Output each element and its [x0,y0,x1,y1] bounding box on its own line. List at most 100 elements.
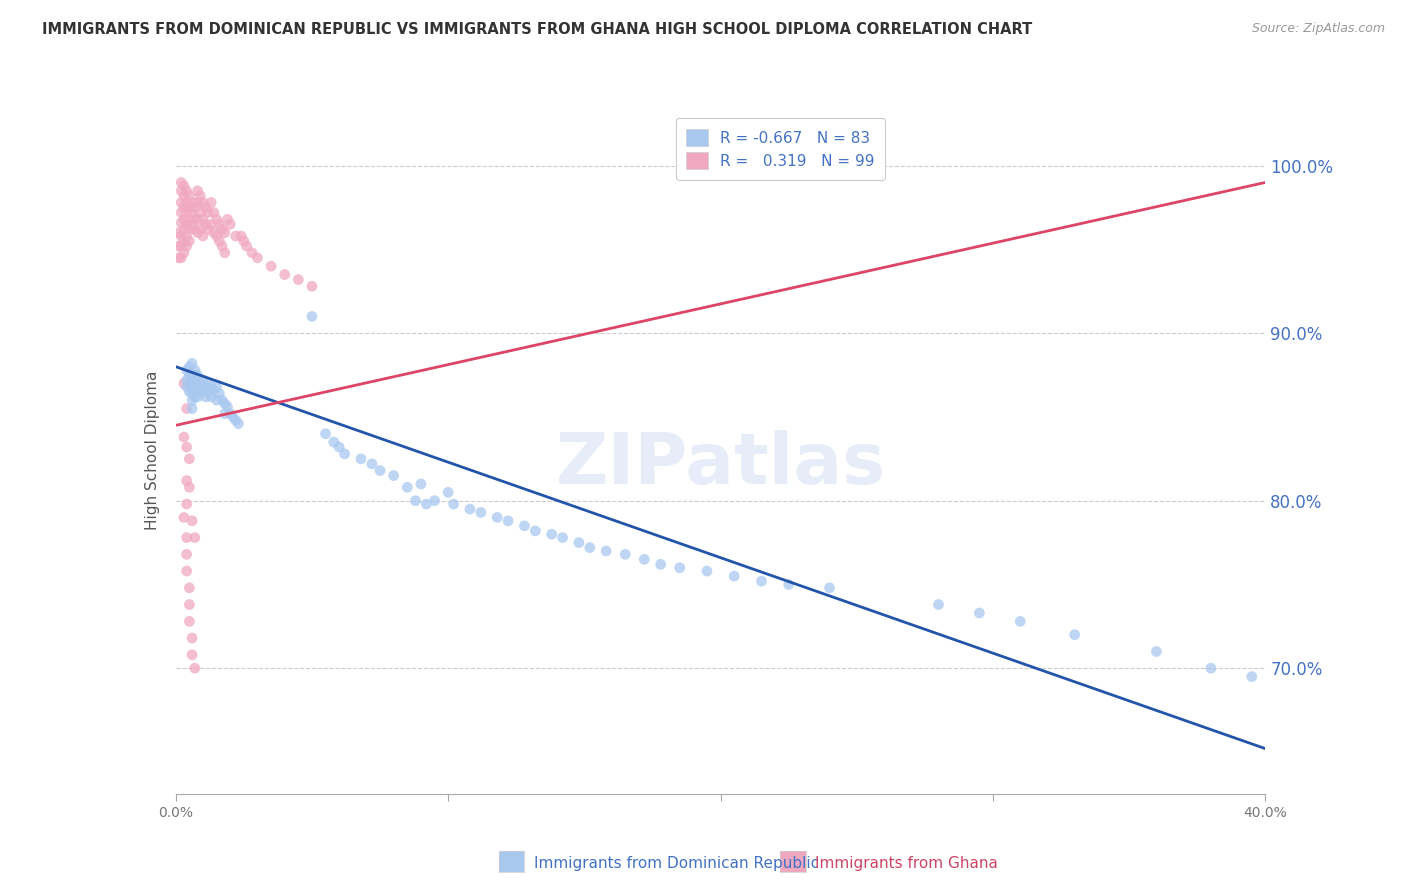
Point [191,373,214,387]
Point [214,407,236,421]
Point [176,217,198,231]
Point [186,195,209,210]
Point [211,393,233,408]
Point [723,569,745,583]
Point [191,212,214,227]
Point [186,380,209,394]
Point [179,201,201,215]
Point [184,390,207,404]
Point [179,234,201,248]
Point [205,212,228,227]
Point [1144,644,1167,658]
Point [194,201,217,215]
Point [333,447,356,461]
Point [778,577,800,591]
Point [184,363,207,377]
Point [396,480,419,494]
Point [214,245,236,260]
Point [176,229,198,244]
Point [179,615,201,629]
Point [176,440,198,454]
Point [194,390,217,404]
Point [1240,670,1263,684]
Point [179,222,201,236]
Point [176,401,198,416]
Point [1010,615,1032,629]
Point [214,226,236,240]
Point [170,251,193,265]
Text: ZIPatlas: ZIPatlas [555,430,886,499]
Point [181,401,204,416]
Point [240,245,263,260]
Point [176,531,198,545]
Point [181,195,204,210]
Point [179,359,201,374]
Point [202,383,225,397]
Point [167,251,190,265]
Point [437,485,460,500]
Point [179,189,201,203]
Point [191,195,214,210]
Point [200,195,222,210]
Point [170,184,193,198]
Point [214,396,236,410]
Point [217,400,239,414]
Point [818,581,841,595]
Point [188,222,211,236]
Point [486,510,509,524]
Point [186,390,209,404]
Point [208,234,231,248]
Point [181,205,204,219]
Point [179,368,201,382]
Point [181,217,204,231]
Point [176,547,198,561]
Point [184,222,207,236]
Point [170,239,193,253]
Point [225,229,247,244]
Point [181,514,204,528]
Point [173,234,195,248]
Point [173,222,195,236]
Point [181,648,204,662]
Point [202,205,225,219]
Point [167,239,190,253]
Point [350,451,373,466]
Point [176,497,198,511]
Point [551,531,574,545]
Text: Immigrants from Dominican Republic: Immigrants from Dominican Republic [534,856,820,871]
Point [173,376,195,391]
Point [668,560,690,574]
Point [197,205,219,219]
Point [205,380,228,394]
Point [170,195,193,210]
Point [360,457,382,471]
Point [208,217,231,231]
Point [173,201,195,215]
Point [184,661,207,675]
Point [176,474,198,488]
Point [228,417,250,431]
Point [197,376,219,391]
Text: IMMIGRANTS FROM DOMINICAN REPUBLIC VS IMMIGRANTS FROM GHANA HIGH SCHOOL DIPLOMA : IMMIGRANTS FROM DOMINICAN REPUBLIC VS IM… [42,22,1032,37]
Point [409,477,432,491]
Point [197,222,219,236]
Point [181,367,204,381]
Point [368,464,391,478]
Point [274,268,297,282]
Point [382,468,405,483]
Point [696,564,718,578]
Point [470,505,492,519]
Point [496,514,519,528]
Point [301,310,323,324]
Point [179,212,201,227]
Point [194,217,217,231]
Point [188,205,211,219]
Point [186,184,209,198]
Point [170,229,193,244]
Y-axis label: High School Diploma: High School Diploma [145,371,160,530]
Point [173,178,195,193]
Point [969,606,991,620]
Point [458,502,481,516]
Point [219,217,242,231]
Point [513,519,536,533]
